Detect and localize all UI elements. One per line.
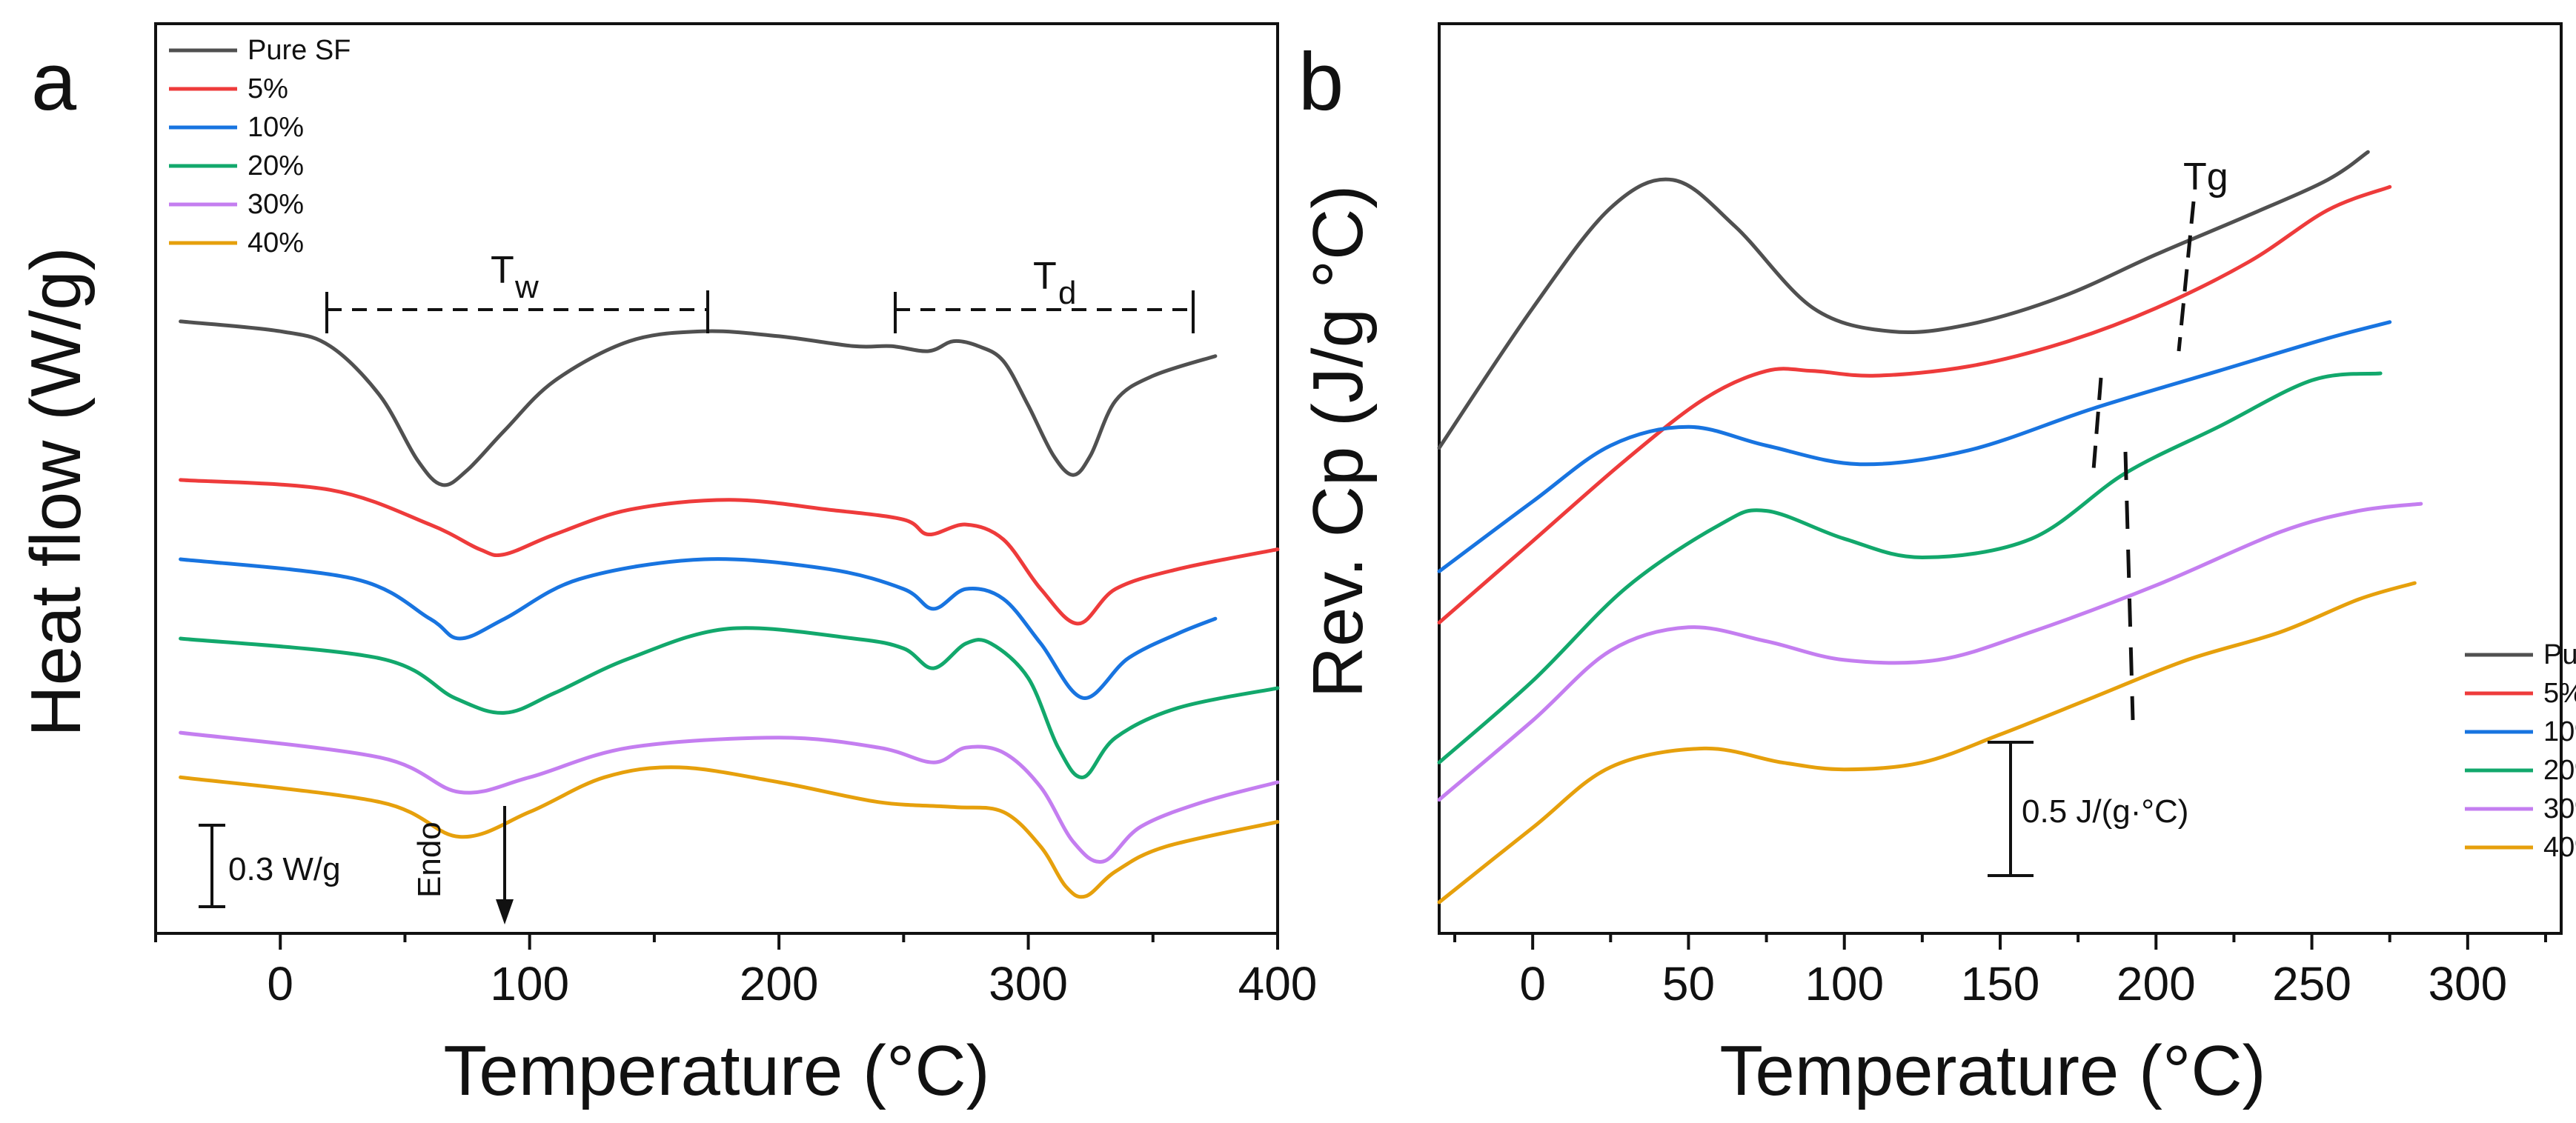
- tg-label: Tg: [2183, 156, 2228, 199]
- panel-b-frame: [1438, 22, 2563, 935]
- scale-bar-b-label: 0.5 J/(g·°C): [2022, 793, 2188, 830]
- legend-label-a: 10%: [248, 112, 304, 143]
- series-line-b-5: [1437, 184, 2392, 624]
- x-tick-label-b: 0: [1519, 957, 1546, 1010]
- x-tick-label-b: 50: [1662, 957, 1715, 1010]
- x-tick-label-b: 250: [2272, 957, 2351, 1010]
- panel-b-x-axis-title: Temperature (°C): [1719, 1031, 2265, 1110]
- legend-label-b: 30%: [2543, 793, 2576, 824]
- series-line-a-40: [179, 765, 1280, 899]
- panel-a-scale-bar: 0.3 W/g: [199, 824, 341, 908]
- panel-a-x-ticks: 0 100 200 300 400: [154, 933, 1318, 1010]
- series-line-b-40: [1437, 581, 2417, 904]
- series-line-a-30: [179, 730, 1280, 864]
- series-line-a-5: [179, 478, 1280, 626]
- tw-annotation: T w: [325, 249, 709, 333]
- series-line-b-20: [1437, 371, 2383, 764]
- panel-a-legend: Pure SF 5% 10% 20% 30% 40%: [169, 35, 351, 259]
- panel-b-y-axis-title: Rev. Cp (J/g °C): [1298, 185, 1378, 699]
- td-annotation: T d: [894, 255, 1195, 333]
- panel-a-letter: a: [31, 36, 77, 127]
- panel-b-letter: b: [1298, 36, 1344, 127]
- x-tick-label-b: 200: [2117, 957, 2196, 1010]
- tw-subscript: w: [514, 269, 539, 305]
- legend-label-a: 5%: [248, 73, 288, 104]
- td-subscript: d: [1058, 275, 1076, 311]
- x-tick-label-a: 400: [1238, 957, 1318, 1010]
- panel-a-frame: [154, 22, 1279, 935]
- tg-segment-pure-sf: [2177, 201, 2196, 352]
- panel-a-y-axis-title: Heat flow (W/g): [16, 247, 96, 736]
- series-line-a-10: [179, 557, 1218, 700]
- panel-a: a Heat flow (W/g) Temperature (°C) 0 100 2…: [16, 22, 1318, 1110]
- endo-annotation: Endo: [411, 806, 514, 924]
- legend-label-a: 20%: [248, 150, 304, 181]
- series-line-b-30: [1437, 501, 2423, 802]
- tg-segment-30pct: [2123, 451, 2135, 721]
- legend-label-a: 30%: [248, 189, 304, 220]
- tg-annotation: Tg: [2091, 156, 2228, 721]
- endo-label: Endo: [411, 822, 448, 898]
- scale-bar-a-label: 0.3 W/g: [228, 851, 341, 887]
- panel-b: b Rev. Cp (J/g °C) Temperature (°C) 0 50 1…: [1298, 22, 2576, 1110]
- x-tick-label-a: 200: [740, 957, 819, 1010]
- x-tick-label-b: 150: [1961, 957, 2040, 1010]
- tg-segment-10pct: [2091, 377, 2103, 470]
- legend-label-a: Pure SF: [248, 35, 351, 66]
- series-line-b-10: [1437, 320, 2392, 573]
- td-label: T: [1033, 255, 1057, 298]
- tw-label: T: [491, 249, 514, 292]
- series-line-a-20: [179, 626, 1280, 779]
- x-tick-label-b: 100: [1805, 957, 1884, 1010]
- panel-b-x-ticks: 0 50 100 150 200 250 300: [1453, 933, 2547, 1010]
- panel-b-legend: Pure SF 5% 10% 20% 30% 40%: [2465, 639, 2576, 863]
- endo-arrow-head: [496, 899, 514, 924]
- series-line-b-puresf: [1437, 150, 2370, 450]
- panel-a-x-axis-title: Temperature (°C): [443, 1031, 989, 1110]
- legend-label-b: 40%: [2543, 832, 2576, 863]
- legend-label-a: 40%: [248, 227, 304, 259]
- x-tick-label-b: 300: [2428, 957, 2507, 1010]
- panel-a-series: [179, 319, 1280, 899]
- series-line-a-puresf: [179, 319, 1218, 487]
- panel-b-scale-bar: 0.5 J/(g·°C): [1988, 741, 2188, 877]
- x-tick-label-a: 100: [490, 957, 569, 1010]
- legend-label-b: 20%: [2543, 755, 2576, 786]
- panel-b-series: [1437, 150, 2423, 904]
- x-tick-label-a: 300: [989, 957, 1068, 1010]
- legend-label-b: Pure SF: [2543, 639, 2576, 670]
- legend-label-b: 10%: [2543, 716, 2576, 747]
- x-tick-label-a: 0: [267, 957, 293, 1010]
- legend-label-b: 5%: [2543, 678, 2576, 709]
